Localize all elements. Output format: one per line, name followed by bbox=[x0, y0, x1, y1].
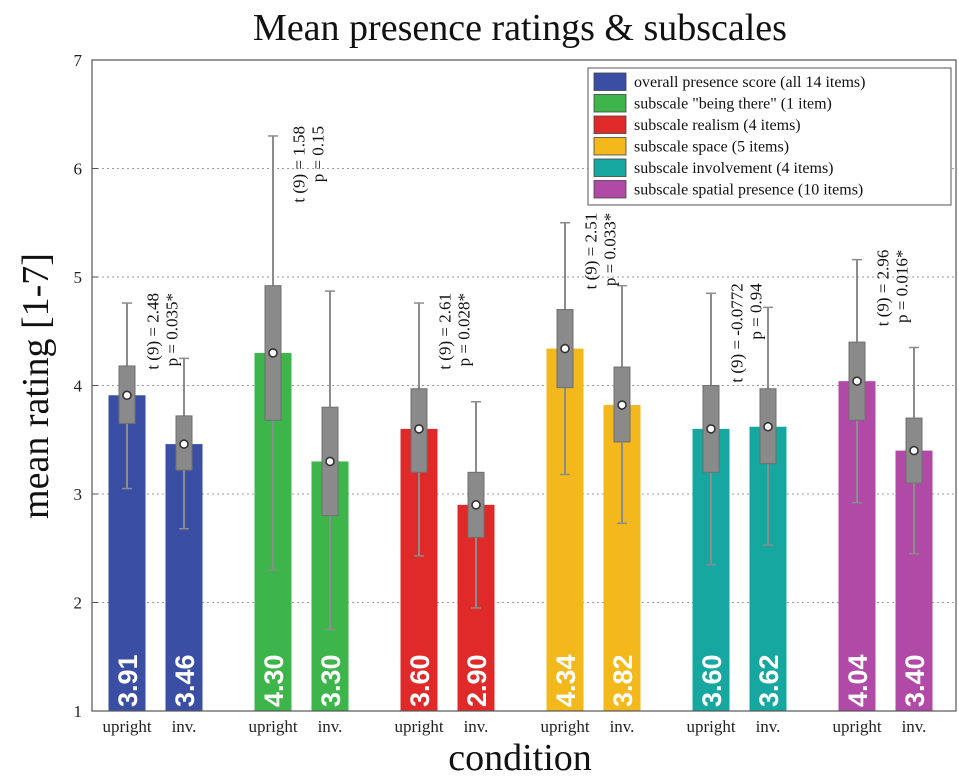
y-tick-label: 4 bbox=[74, 377, 83, 396]
category-label: upright bbox=[540, 717, 589, 736]
mean-marker bbox=[414, 424, 424, 434]
y-tick-label: 7 bbox=[74, 51, 83, 70]
bar-value-label: 3.82 bbox=[608, 654, 638, 707]
y-tick-label: 6 bbox=[74, 160, 83, 179]
bar-value-label: 4.34 bbox=[551, 654, 581, 707]
mean-marker bbox=[763, 421, 773, 432]
category-label: upright bbox=[394, 717, 443, 736]
bar-value-label: 3.30 bbox=[316, 654, 346, 707]
mean-marker bbox=[179, 439, 189, 449]
legend-label: subscale spatial presence (10 items) bbox=[634, 182, 863, 199]
legend-swatch bbox=[593, 72, 627, 91]
stat-p-label: p = 0.028* bbox=[455, 293, 474, 366]
stat-p-label: p = 0.94 bbox=[747, 283, 766, 340]
y-tick-label: 3 bbox=[74, 485, 83, 504]
legend-label: subscale "being there" (1 item) bbox=[634, 96, 832, 113]
bar-value-label: 3.46 bbox=[170, 654, 200, 707]
category-label: inv. bbox=[172, 717, 197, 736]
grid-lines bbox=[92, 168, 956, 603]
legend-label: subscale involvement (4 items) bbox=[634, 160, 834, 177]
y-tick-label: 5 bbox=[74, 268, 83, 287]
bar-value-label: 2.90 bbox=[462, 654, 492, 707]
stat-t-label: t (9) = 2.96 bbox=[874, 250, 893, 327]
category-label: inv. bbox=[610, 717, 635, 736]
stat-p-label: p = 0.035* bbox=[163, 293, 182, 366]
bar-value-label: 4.04 bbox=[843, 654, 873, 707]
stat-t-label: t (9) = 2.48 bbox=[144, 293, 163, 370]
bar-value-label: 3.91 bbox=[113, 654, 143, 707]
legend-swatch bbox=[593, 137, 627, 156]
stat-p-label: p = 0.033* bbox=[601, 213, 620, 286]
mean-marker bbox=[268, 348, 278, 358]
category-label: inv. bbox=[756, 717, 781, 736]
category-label: upright bbox=[832, 717, 881, 736]
mean-marker bbox=[325, 456, 335, 467]
stat-p-label: p = 0.15 bbox=[309, 126, 328, 182]
bar-value-label: 4.30 bbox=[259, 654, 289, 707]
stat-t-label: t (9) = 2.61 bbox=[436, 293, 455, 370]
legend-swatch bbox=[593, 158, 627, 177]
stat-t-label: t (9) = 2.51 bbox=[582, 213, 601, 290]
x-axis-categories: upright inv. upright inv. upright inv. upright… bbox=[102, 717, 926, 736]
stat-t-label: t (9) = 1.58 bbox=[290, 126, 309, 203]
y-axis-ticks: 1 2 3 4 5 6 7 bbox=[74, 51, 98, 721]
bar-value-label: 3.60 bbox=[697, 654, 727, 707]
bar-value-label: 3.60 bbox=[405, 654, 435, 707]
chart-title: Mean presence ratings & subscales bbox=[253, 7, 787, 49]
mean-marker bbox=[122, 390, 132, 401]
stat-p-label: p = 0.016* bbox=[893, 250, 912, 323]
y-axis-label: mean rating [1-7] bbox=[15, 253, 57, 519]
category-label: inv. bbox=[902, 717, 927, 736]
legend-label: overall presence score (all 14 items) bbox=[634, 74, 865, 91]
mean-marker bbox=[471, 500, 481, 510]
legend: overall presence score (all 14 items) sub… bbox=[587, 67, 952, 206]
category-label: inv. bbox=[464, 717, 489, 736]
legend-swatch bbox=[593, 180, 627, 199]
mean-marker bbox=[852, 376, 862, 386]
x-axis-label: condition bbox=[448, 737, 592, 777]
stats-layer: t (9) = 2.48 p = 0.035*t (9) = 1.58 p = 0.… bbox=[144, 126, 912, 383]
y-tick-label: 2 bbox=[74, 594, 83, 613]
legend-swatch bbox=[593, 115, 627, 134]
mean-marker bbox=[909, 445, 919, 456]
stat-t-label: t (9) = -0.0772 bbox=[728, 283, 747, 382]
mean-marker bbox=[617, 400, 627, 410]
category-label: inv. bbox=[318, 717, 343, 736]
category-label: upright bbox=[686, 717, 735, 736]
legend-swatch bbox=[593, 94, 627, 113]
legend-box bbox=[587, 67, 952, 206]
mean-marker bbox=[706, 424, 716, 434]
bar-value-label: 3.62 bbox=[754, 654, 784, 707]
bars-layer: 3.91 3.46 4.30 3.30 3.60 2.90 4.34 3.82 3.60 3.62… bbox=[108, 135, 933, 711]
y-tick-label: 1 bbox=[74, 702, 83, 721]
legend-label: subscale realism (4 items) bbox=[634, 117, 801, 134]
legend-label: subscale space (5 items) bbox=[634, 139, 789, 156]
bar-value-label: 3.40 bbox=[900, 654, 930, 707]
mean-marker bbox=[560, 343, 570, 354]
category-label: upright bbox=[102, 717, 151, 736]
category-label: upright bbox=[248, 717, 297, 736]
